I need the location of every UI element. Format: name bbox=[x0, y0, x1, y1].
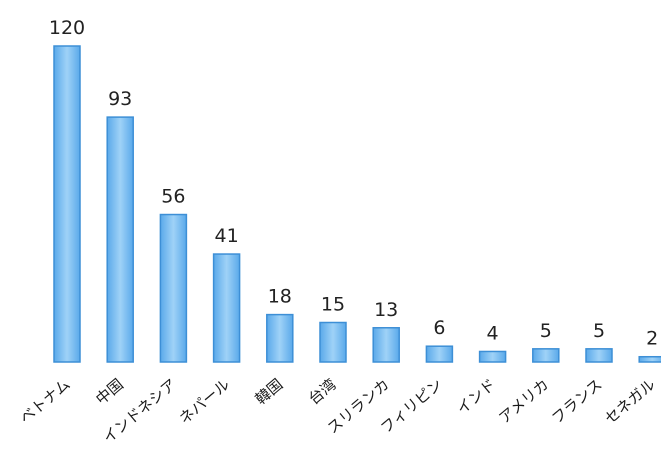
bar bbox=[159, 213, 188, 363]
value-label: 5 bbox=[540, 320, 552, 342]
bar bbox=[478, 350, 507, 363]
category-label: 中国 bbox=[92, 375, 127, 408]
value-label: 5 bbox=[593, 320, 605, 342]
category-label: 韓国 bbox=[252, 375, 287, 408]
category-label: 台湾 bbox=[305, 375, 340, 408]
category-label: セネガル bbox=[601, 375, 659, 427]
bar bbox=[638, 355, 661, 363]
value-labels: 120 93 56 41 18 15 13 6 4 5 5 2 bbox=[49, 17, 658, 350]
value-label: 15 bbox=[321, 294, 345, 316]
value-label: 120 bbox=[49, 17, 85, 39]
value-label: 2 bbox=[646, 328, 658, 350]
value-label: 13 bbox=[374, 299, 398, 321]
category-label: インド bbox=[453, 375, 499, 418]
bar bbox=[319, 321, 347, 363]
bar bbox=[212, 253, 241, 363]
value-label: 56 bbox=[161, 186, 185, 208]
value-label: 6 bbox=[433, 317, 445, 339]
value-label: 93 bbox=[108, 88, 132, 110]
value-label: 41 bbox=[215, 225, 239, 247]
category-label: ベトナム bbox=[16, 375, 73, 427]
category-label: ネパール bbox=[176, 375, 234, 427]
bar bbox=[532, 348, 560, 363]
category-label: フランス bbox=[548, 375, 605, 427]
bar-series bbox=[53, 45, 661, 363]
bar bbox=[372, 327, 400, 363]
value-label: 4 bbox=[487, 322, 499, 344]
category-label: アメリカ bbox=[495, 375, 552, 427]
value-label: 18 bbox=[268, 286, 292, 308]
bar bbox=[585, 348, 613, 363]
bar bbox=[266, 313, 294, 363]
bar bbox=[425, 345, 454, 363]
bar bbox=[106, 116, 134, 363]
bar bbox=[53, 45, 81, 363]
